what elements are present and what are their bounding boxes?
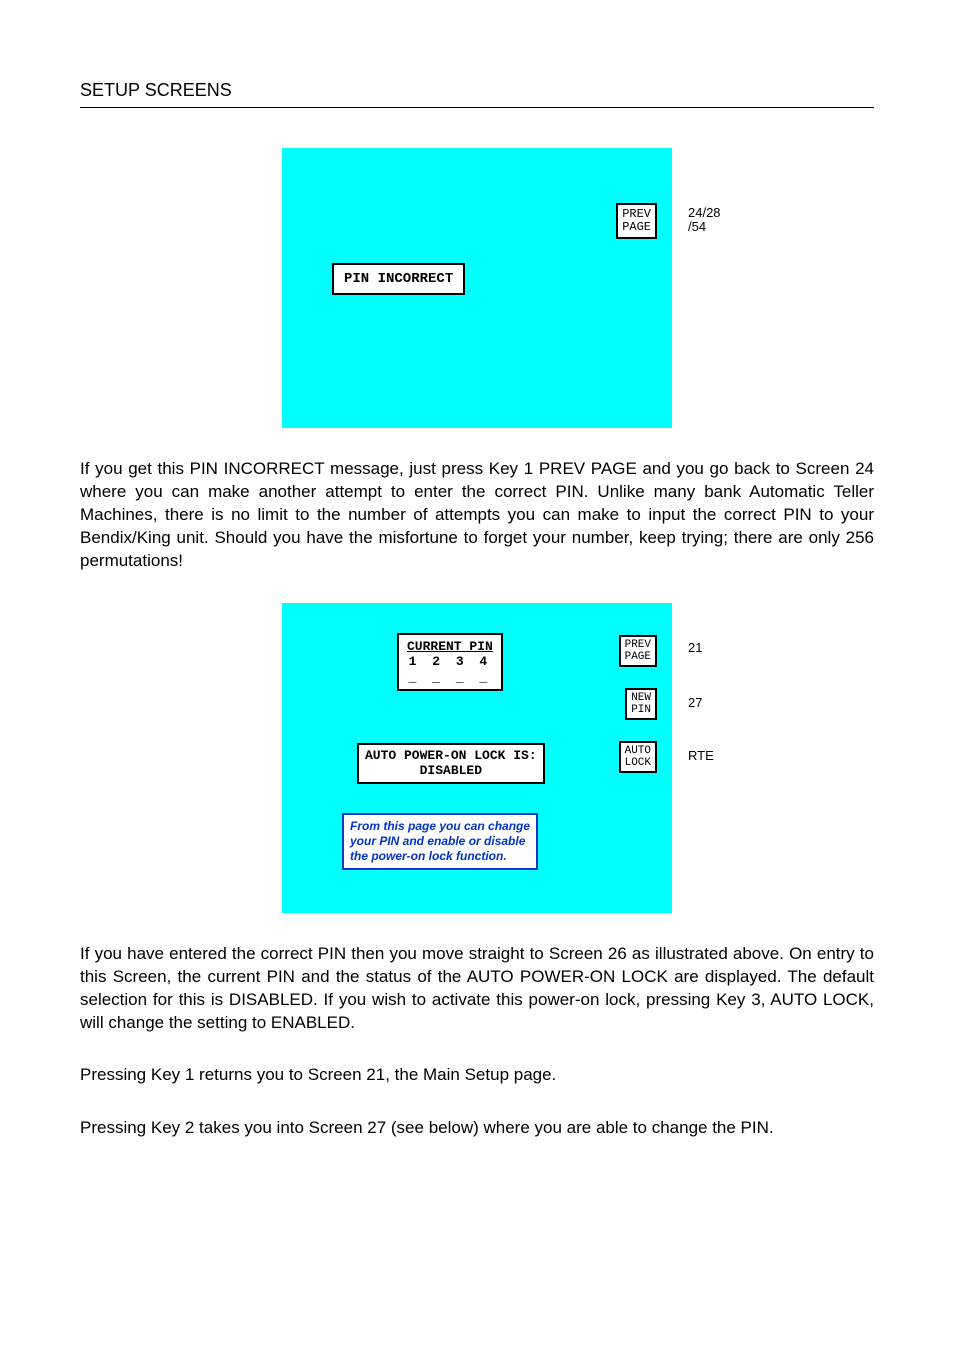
current-pin-title: CURRENT PIN xyxy=(407,639,493,655)
hint-line2: your PIN and enable or disable xyxy=(350,834,530,849)
label-rte: RTE xyxy=(688,748,714,763)
pin-incorrect-message: PIN INCORRECT xyxy=(332,263,465,295)
auto-power-box: AUTO POWER-ON LOCK IS: DISABLED xyxy=(357,743,545,784)
auto-power-line2: DISABLED xyxy=(365,763,537,779)
prev-page-button-2[interactable]: PREVPAGE xyxy=(619,635,657,667)
screen-pin-incorrect: PIN INCORRECT PREVPAGE 24/28/54 xyxy=(282,148,672,428)
current-pin-underline: _ _ _ _ xyxy=(407,670,493,686)
prev-page-button[interactable]: PREVPAGE xyxy=(616,203,657,239)
paragraph-3: Pressing Key 1 returns you to Screen 21,… xyxy=(80,1064,874,1087)
paragraph-2: If you have entered the correct PIN then… xyxy=(80,943,874,1035)
auto-lock-button[interactable]: AUTOLOCK xyxy=(619,741,657,773)
screen1-side-label: 24/28/54 xyxy=(688,206,721,235)
screen-current-pin: CURRENT PIN 1 2 3 4 _ _ _ _ AUTO POWER-O… xyxy=(282,603,672,913)
paragraph-1: If you get this PIN INCORRECT message, j… xyxy=(80,458,874,573)
hint-line3: the power-on lock function. xyxy=(350,849,530,864)
current-pin-digits: 1 2 3 4 xyxy=(407,654,493,670)
hint-line1: From this page you can change xyxy=(350,819,530,834)
auto-power-line1: AUTO POWER-ON LOCK IS: xyxy=(365,748,537,764)
paragraph-4: Pressing Key 2 takes you into Screen 27 … xyxy=(80,1117,874,1140)
prev-page-label: PREVPAGE xyxy=(622,207,651,234)
page-header-title: SETUP SCREENS xyxy=(80,80,874,108)
screen-1-wrapper: PIN INCORRECT PREVPAGE 24/28/54 xyxy=(80,148,874,428)
hint-box: From this page you can change your PIN a… xyxy=(342,813,538,870)
screen-2-wrapper: CURRENT PIN 1 2 3 4 _ _ _ _ AUTO POWER-O… xyxy=(80,603,874,913)
new-pin-button[interactable]: NEWPIN xyxy=(625,688,657,720)
label-21: 21 xyxy=(688,640,702,655)
current-pin-box: CURRENT PIN 1 2 3 4 _ _ _ _ xyxy=(397,633,503,692)
label-27: 27 xyxy=(688,695,702,710)
